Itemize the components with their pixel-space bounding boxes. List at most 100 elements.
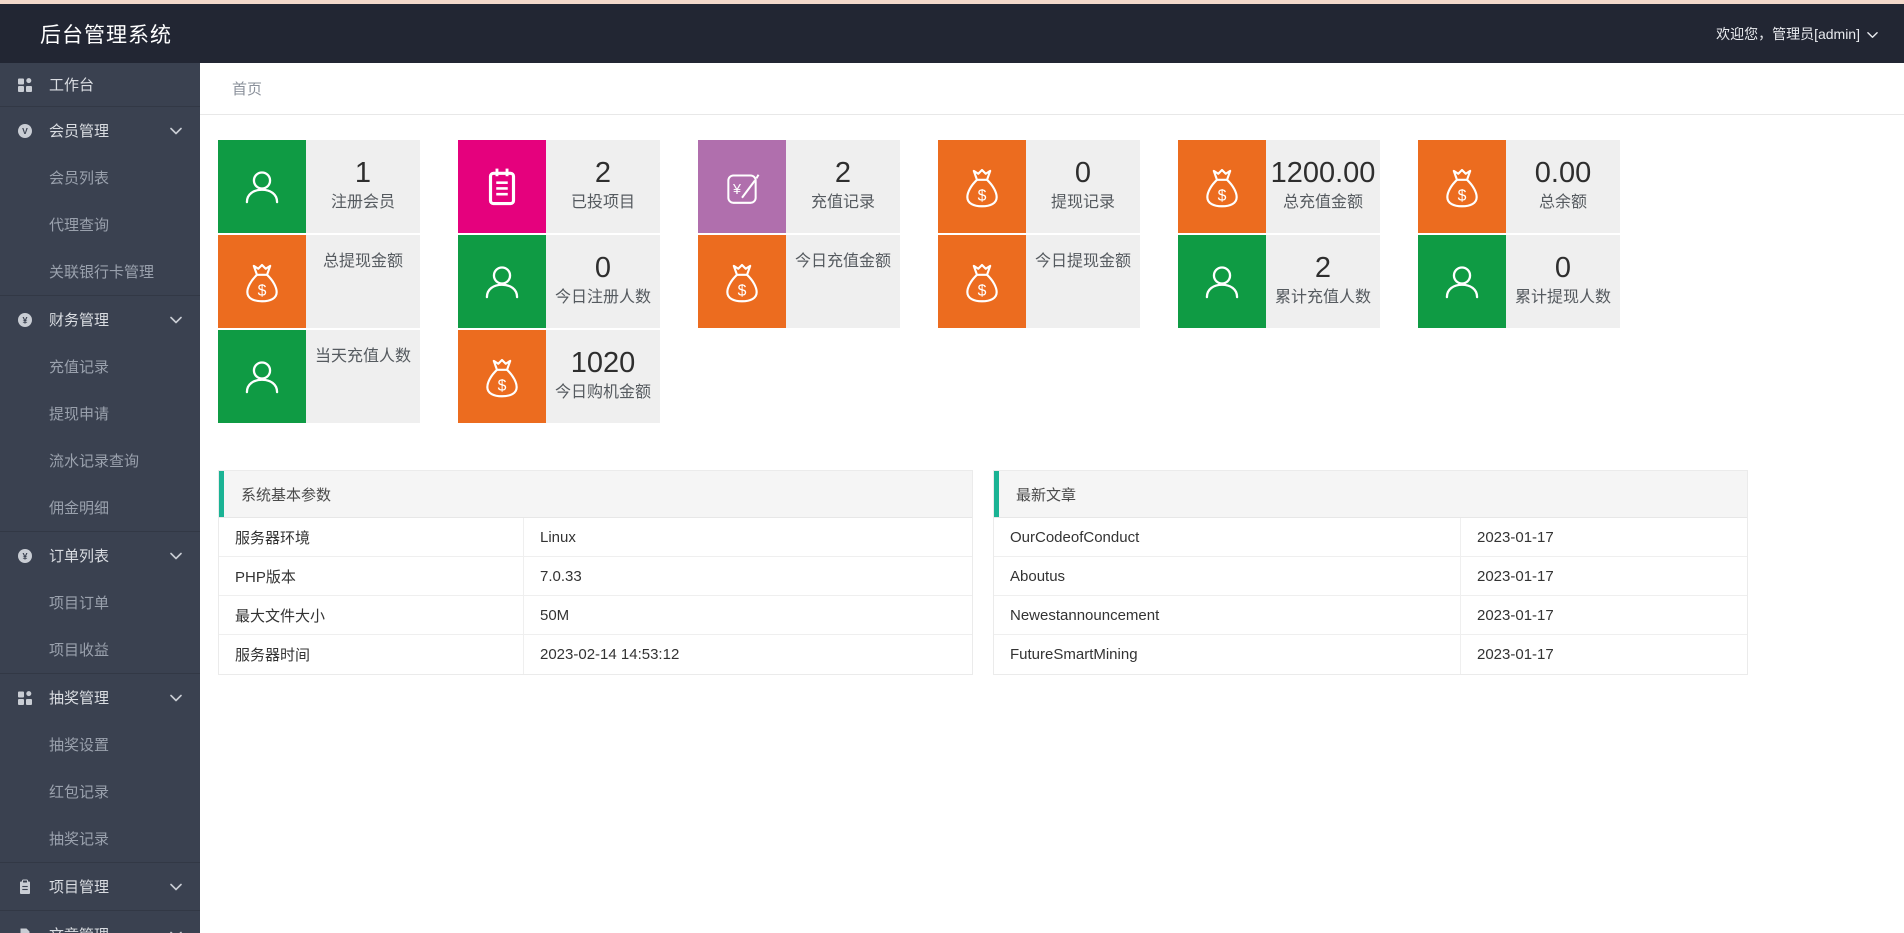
stat-card-total-recharge-users[interactable]: 2 累计充值人数 (1178, 235, 1380, 328)
sidebar-group-articles[interactable]: 文章管理 (0, 911, 200, 933)
header-accent-bar (219, 471, 224, 517)
welcome-text: 欢迎您，管理员[admin] (1716, 25, 1860, 42)
param-name: 最大文件大小 (219, 596, 524, 634)
table-row: Aboutus 2023-01-17 (994, 557, 1747, 596)
clipboard-icon (458, 140, 546, 233)
sidebar-item-commission-details[interactable]: 佣金明细 (49, 500, 110, 517)
sidebar-item-withdraw-requests[interactable]: 提现申请 (49, 406, 110, 423)
stat-value: 1 (354, 157, 372, 189)
user-menu[interactable]: 欢迎您，管理员[admin] (1716, 24, 1878, 44)
stat-column-6: 0.00 总余额 0 累计提现人数 (1418, 140, 1620, 423)
sidebar-group-label: 文章管理 (49, 924, 109, 933)
stat-card-invested-projects[interactable]: 2 已投项目 (458, 140, 660, 233)
breadcrumb-home[interactable]: 首页 (232, 81, 263, 98)
sidebar-section-lottery: 抽奖管理 抽奖设置 红包记录 抽奖记录 (0, 673, 200, 862)
sidebar-group-label: 项目管理 (49, 879, 110, 896)
param-value: 2023-02-14 14:53:12 (540, 646, 680, 663)
chevron-down-icon (170, 127, 182, 135)
sidebar-item-recharge-records[interactable]: 充值记录 (49, 359, 110, 376)
chevron-down-icon (170, 694, 182, 702)
app-title: 后台管理系统 (40, 23, 172, 47)
table-row: 服务器时间 2023-02-14 14:53:12 (219, 635, 972, 674)
stat-value: 0.00 (1534, 157, 1592, 189)
sidebar-group-orders[interactable]: 订单列表 (0, 532, 200, 579)
sidebar-group-label: 财务管理 (49, 312, 110, 329)
moneybag-icon (218, 235, 306, 328)
stat-column-2: 2 已投项目 0 今日注册人数 1020 (458, 140, 660, 423)
moneybag-icon (938, 235, 1026, 328)
sidebar-item-redpacket-records[interactable]: 红包记录 (49, 784, 110, 801)
stat-label: 注册会员 (330, 194, 395, 211)
stat-card-today-registrations[interactable]: 0 今日注册人数 (458, 235, 660, 328)
yen-edit-icon (698, 140, 786, 233)
stat-label: 总提现金额 (322, 253, 403, 270)
sidebar-item-bankcard-mgmt[interactable]: 关联银行卡管理 (49, 264, 155, 281)
moneybag-icon (698, 235, 786, 328)
moneybag-icon (1418, 140, 1506, 233)
table-row: OurCodeofConduct 2023-01-17 (994, 518, 1747, 557)
stat-card-today-recharge-amount[interactable]: 今日充值金额 (698, 235, 900, 328)
stat-card-total-balance[interactable]: 0.00 总余额 (1418, 140, 1620, 233)
sidebar-group-projects[interactable]: 项目管理 (0, 863, 200, 910)
stat-label: 充值记录 (810, 194, 875, 211)
stat-label: 累计提现人数 (1514, 289, 1611, 306)
stat-card-withdraw-records[interactable]: 0 提现记录 (938, 140, 1140, 233)
stat-card-total-recharge-amount[interactable]: 1200.00 总充值金额 (1178, 140, 1380, 233)
stat-label: 今日注册人数 (554, 289, 651, 306)
sidebar-group-lottery[interactable]: 抽奖管理 (0, 674, 200, 721)
sidebar-item-lottery-records[interactable]: 抽奖记录 (49, 831, 110, 848)
stat-card-recharge-records[interactable]: 2 充值记录 (698, 140, 900, 233)
stat-card-today-withdraw-amount[interactable]: 今日提现金额 (938, 235, 1140, 328)
stat-card-today-purchase-amount[interactable]: 1020 今日购机金额 (458, 330, 660, 423)
stat-card-registered-members[interactable]: 1 注册会员 (218, 140, 420, 233)
sidebar-item-agent-query[interactable]: 代理查询 (49, 217, 110, 234)
sidebar-group-finance[interactable]: 财务管理 (0, 296, 200, 343)
article-date: 2023-01-17 (1477, 567, 1554, 585)
table-row: 服务器环境 Linux (219, 518, 972, 557)
user-icon (218, 330, 306, 423)
sidebar-item-member-list[interactable]: 会员列表 (49, 170, 110, 187)
stat-value: 1020 (570, 347, 636, 379)
sidebar-section-articles: 文章管理 (0, 910, 200, 933)
stat-card-today-recharge-users[interactable]: 当天充值人数 (218, 330, 420, 423)
system-params-header: 系统基本参数 (219, 471, 972, 518)
article-title[interactable]: FutureSmartMining (994, 635, 1461, 674)
stat-value: 1200.00 (1270, 157, 1376, 189)
moneybag-icon (458, 330, 546, 423)
sidebar-item-flow-records[interactable]: 流水记录查询 (49, 453, 140, 470)
chevron-down-icon (170, 883, 182, 891)
moneybag-icon (938, 140, 1026, 233)
latest-articles-table: 最新文章 OurCodeofConduct 2023-01-17 Aboutus… (993, 470, 1748, 675)
sidebar-item-project-income[interactable]: 项目收益 (49, 642, 110, 659)
finance-icon (17, 312, 42, 328)
sidebar-group-label: 抽奖管理 (49, 690, 110, 707)
stat-label: 提现记录 (1050, 194, 1115, 211)
stat-column-3: 2 充值记录 今日充值金额 (698, 140, 900, 423)
main-content: 首页 1 注册会员 总提现金额 (200, 63, 1904, 933)
sidebar-item-lottery-settings[interactable]: 抽奖设置 (49, 737, 110, 754)
table-title: 最新文章 (1016, 486, 1077, 504)
stat-card-total-withdraw-users[interactable]: 0 累计提现人数 (1418, 235, 1620, 328)
stat-column-1: 1 注册会员 总提现金额 (218, 140, 420, 423)
sidebar-item-workbench[interactable]: 工作台 (0, 63, 200, 106)
sidebar-group-members[interactable]: 会员管理 (0, 107, 200, 154)
param-name: 服务器环境 (219, 518, 524, 556)
stat-label: 总充值金额 (1282, 194, 1363, 211)
dashboard-icon (17, 77, 42, 93)
stat-card-total-withdraw-amount[interactable]: 总提现金额 (218, 235, 420, 328)
chevron-down-icon (1867, 26, 1878, 42)
stat-label: 已投项目 (570, 194, 635, 211)
stat-value: 0 (594, 252, 612, 284)
param-value: Linux (540, 528, 576, 546)
chevron-down-icon (170, 316, 182, 324)
stat-value: 2 (834, 157, 852, 189)
article-title[interactable]: OurCodeofConduct (994, 518, 1461, 556)
article-icon (17, 927, 42, 933)
param-value: 50M (540, 606, 570, 624)
article-title[interactable]: Newestannouncement (994, 596, 1461, 634)
sidebar-section-orders: 订单列表 项目订单 项目收益 (0, 531, 200, 673)
article-date: 2023-01-17 (1477, 646, 1554, 663)
article-title[interactable]: Aboutus (994, 557, 1461, 595)
sidebar-section-finance: 财务管理 充值记录 提现申请 流水记录查询 佣金明细 (0, 295, 200, 531)
sidebar-item-project-orders[interactable]: 项目订单 (49, 595, 110, 612)
